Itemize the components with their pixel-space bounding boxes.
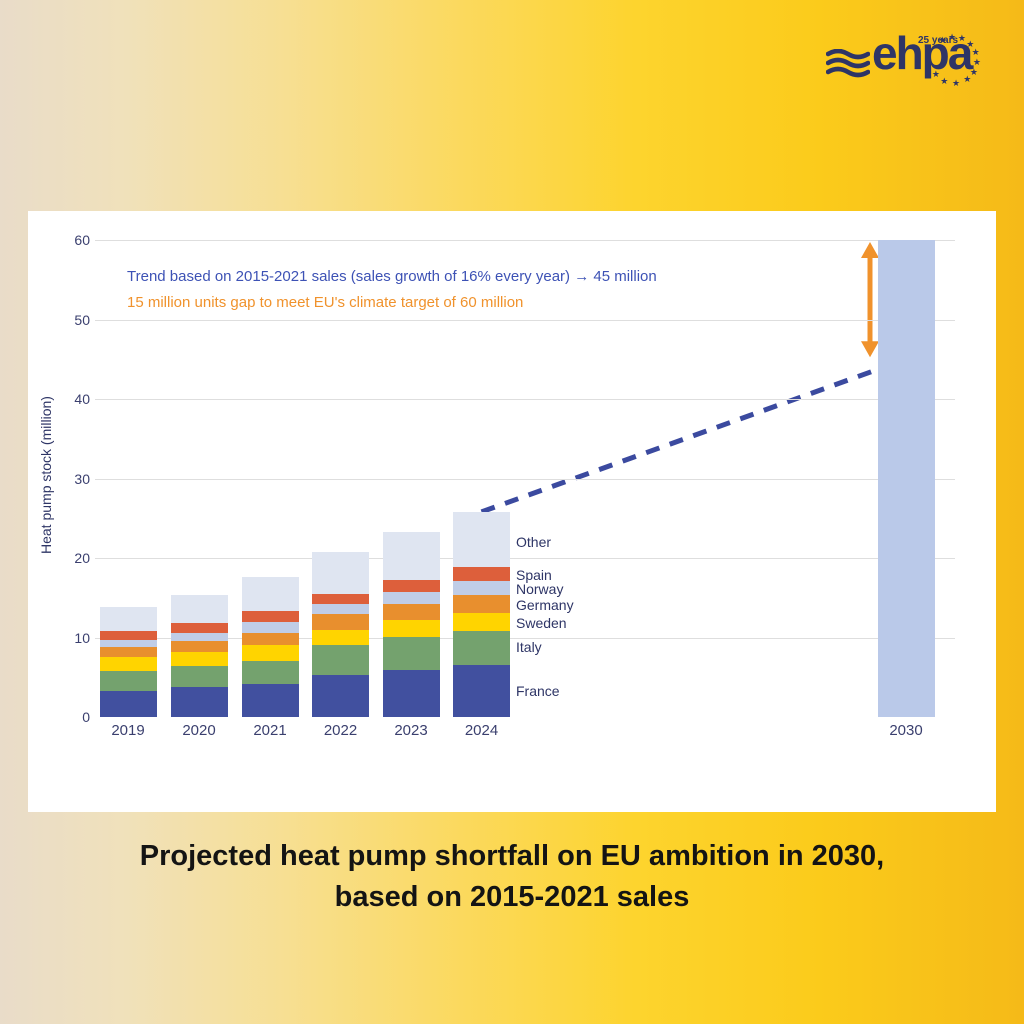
x-tick-label-2024: 2024 [464, 722, 499, 739]
logo-brand-text: ehpa [872, 27, 973, 79]
y-tick-label-20: 20 [74, 550, 90, 566]
bar-segment-2019-sweden [99, 656, 157, 671]
legend-label-italy: Italy [516, 639, 542, 655]
bar-segment-2024-other [453, 511, 510, 567]
eu-star: ★ [957, 33, 966, 44]
eu-star: ★ [938, 35, 947, 46]
bar-segment-2022-other [312, 552, 369, 594]
bar-segment-2023-italy [382, 636, 440, 671]
eu-star: ★ [940, 75, 949, 86]
eu-star: ★ [963, 73, 972, 84]
bar-segment-2021-italy [241, 660, 299, 684]
y-tick-label-10: 10 [74, 629, 90, 646]
bar-segment-2021-norway [241, 622, 299, 633]
gap-arrow-head-bottom [861, 341, 879, 358]
x-tick-label-2030: 2030 [889, 722, 923, 739]
bar-segment-2024-sweden [453, 612, 510, 632]
y-tick-label-0: 0 [82, 709, 90, 725]
legend-label-germany: Germany [516, 597, 574, 613]
bar-segment-2021-spain [241, 611, 299, 623]
bar-segment-2020-spain [170, 623, 228, 633]
y-tick-label-50: 50 [74, 311, 90, 328]
bar-segment-2023-spain [382, 580, 440, 593]
x-tick-label-2021: 2021 [253, 722, 287, 739]
bar-segment-2022-spain [312, 593, 369, 605]
legend-label-other: Other [516, 534, 552, 550]
legend-label-norway: Norway [516, 581, 564, 597]
eu-star: ★ [947, 32, 957, 43]
gridline-40 [95, 399, 955, 400]
bar-segment-2019-italy [99, 670, 157, 691]
y-tick-label-40: 40 [74, 391, 90, 407]
trend-annotation: Trend based on 2015-2021 sales (sales gr… [127, 268, 657, 285]
ehpa-logo: ehpa 25 years ★ ★ ★ ★ ★ ★ ★ ★ ★ ★ ★ [826, 27, 981, 92]
gap-arrow-head-top [861, 242, 879, 258]
gridline-50 [95, 319, 955, 321]
x-tick-label-2023: 2023 [394, 722, 428, 739]
bar-segment-2019-spain [99, 631, 157, 640]
bar-segment-2023-norway [382, 592, 440, 605]
eu-star: ★ [969, 66, 978, 77]
legend-label-sweden: Sweden [516, 615, 567, 631]
eu-star: ★ [966, 38, 975, 49]
bar-segment-2019-norway [99, 639, 157, 648]
bar-segment-2023-france [382, 670, 440, 717]
gridline-30 [95, 478, 955, 480]
eu-star: ★ [931, 69, 940, 80]
bar-segment-2023-other [382, 531, 440, 581]
legend-label-spain: Spain [516, 567, 552, 583]
gridline-10 [95, 637, 955, 639]
bar-segment-2024-italy [453, 631, 510, 666]
bar-segment-2021-france [241, 683, 299, 717]
bar-segment-2022-norway [312, 604, 369, 615]
bar-segment-2019-france [99, 690, 157, 717]
bar-segment-2020-germany [170, 641, 228, 652]
x-tick-label-2020: 2020 [182, 722, 216, 739]
bar-segment-2021-other [241, 577, 299, 612]
bar-segment-2024-germany [453, 594, 510, 613]
caption-line-1: Projected heat pump shortfall on EU ambi… [139, 840, 885, 872]
gridline-20 [95, 558, 955, 559]
bar-segment-2022-germany [312, 614, 369, 630]
y-tick-label-30: 30 [74, 470, 90, 487]
bar-segment-2020-norway [170, 632, 228, 642]
bar-segment-2024-norway [453, 581, 510, 595]
eu-star: ★ [952, 77, 961, 88]
legend-label-france: France [516, 683, 560, 699]
figure-caption: Projected heat pump shortfall on EU ambi… [0, 836, 1024, 918]
bar-segment-2020-france [170, 686, 228, 717]
logo-anniversary-text: 25 years [918, 35, 959, 46]
trend-dashed-line [480, 356, 907, 515]
target-bar-2030 [877, 240, 935, 717]
bar-segment-2023-germany [382, 604, 440, 621]
x-tick-label-2019: 2019 [111, 722, 145, 739]
y-tick-label-60: 60 [74, 232, 90, 248]
x-tick-label-2022: 2022 [323, 722, 358, 739]
bar-segment-2019-other [99, 607, 157, 632]
gap-annotation: 15 million units gap to meet EU's climat… [127, 294, 524, 311]
bar-segment-2020-sweden [170, 651, 228, 667]
eu-star: ★ [971, 47, 980, 58]
caption-line-2: based on 2015-2021 sales [334, 881, 690, 913]
bar-segment-2022-sweden [312, 629, 369, 646]
bar-segment-2019-germany [99, 647, 157, 657]
bar-segment-2024-spain [453, 566, 510, 582]
gridline-60 [95, 240, 955, 241]
eu-stars-icon: ★ ★ ★ ★ ★ ★ ★ ★ ★ ★ ★ [926, 32, 982, 90]
eu-star: ★ [972, 57, 981, 67]
bar-segment-2023-sweden [382, 620, 440, 637]
bar-segment-2022-italy [312, 645, 369, 675]
bar-segment-2020-other [170, 594, 228, 624]
bar-segment-2022-france [312, 674, 369, 717]
waves-icon [826, 49, 870, 78]
bar-segment-2020-italy [170, 666, 228, 687]
chart-panel: Heat pump stock (million) Trend based on… [28, 211, 996, 812]
bar-segment-2021-sweden [241, 644, 299, 661]
bar-segment-2024-france [453, 665, 510, 717]
bar-segment-2021-germany [241, 632, 299, 645]
